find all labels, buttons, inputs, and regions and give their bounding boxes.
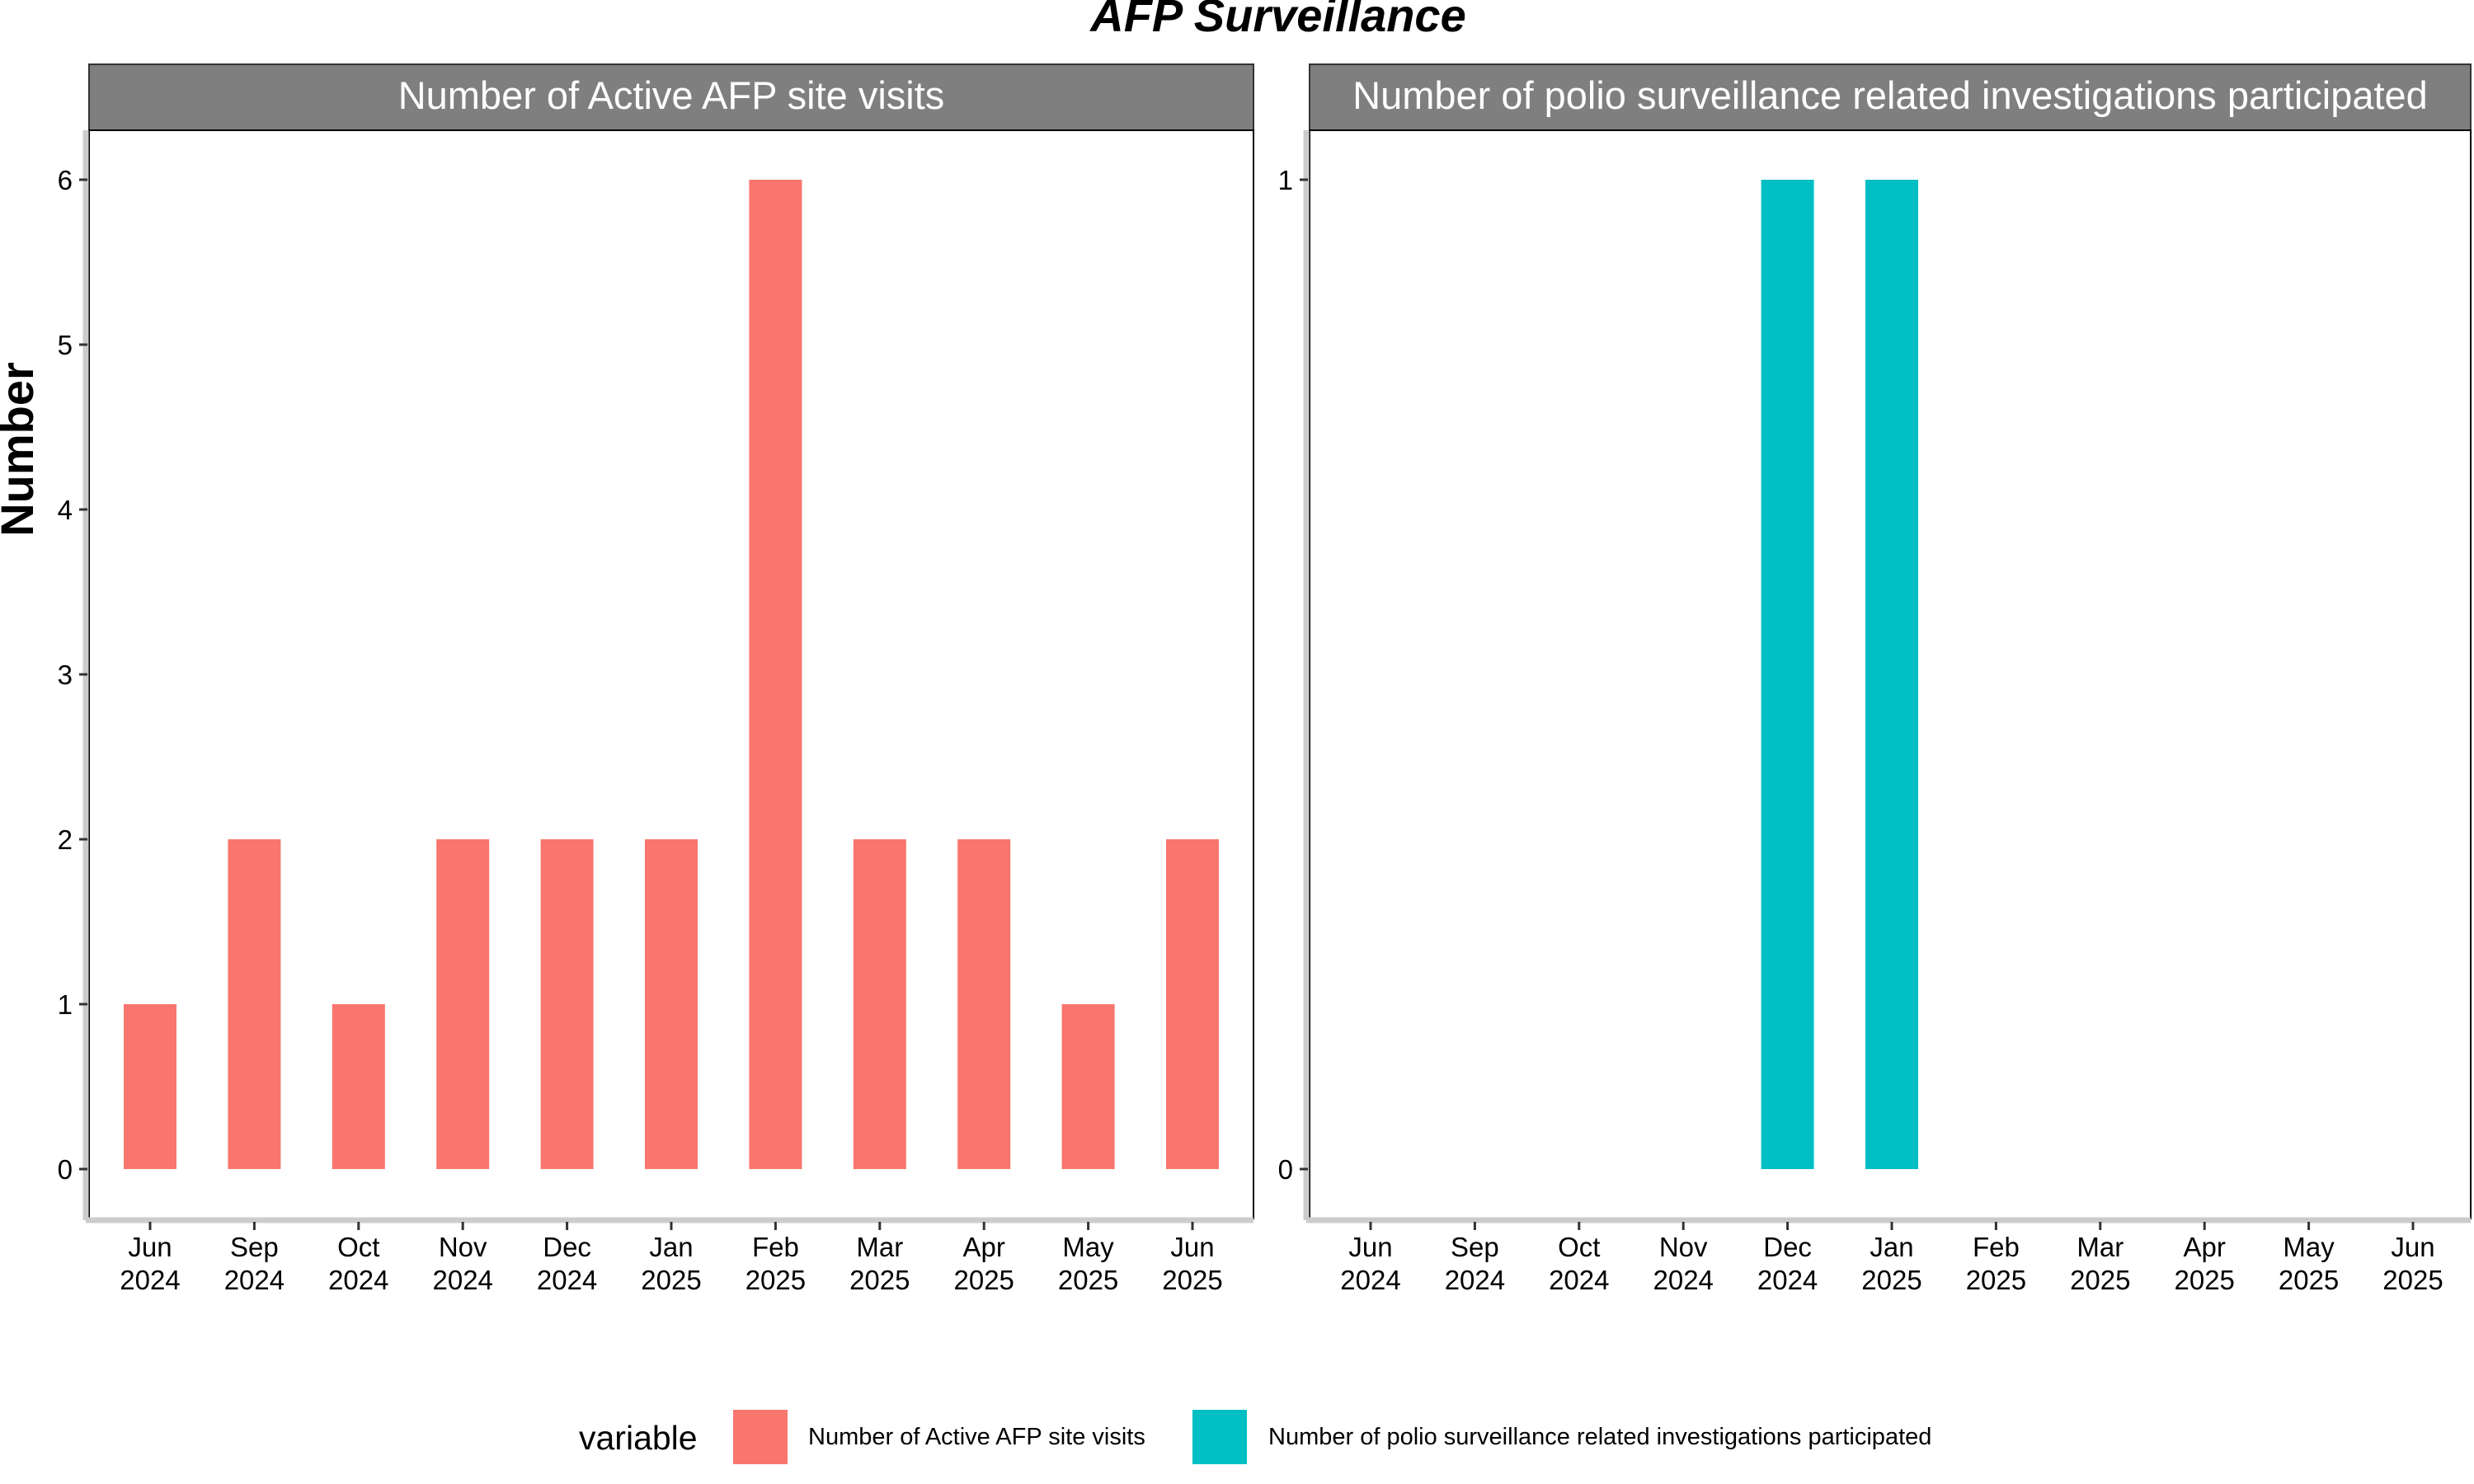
x-tick-label: Sep 2024 [224,1232,285,1295]
bar-1-1 [124,1004,176,1169]
x-tick-label: Oct 2024 [328,1232,388,1295]
legend-key-afp-visits [733,1410,788,1464]
x-tick-label: Feb 2025 [1966,1232,2026,1295]
x-tick-label: Sep 2024 [1445,1232,1505,1295]
facet-strip-background [1309,63,2472,131]
bar-2-5 [1761,180,1814,1169]
x-tick-label: Jun 2025 [2382,1232,2443,1295]
facet-panel-1: Number of Active AFP site visits 0 1 2 3 4 5 6 J… [58,63,1254,1295]
y-tick-label: 1 [58,989,73,1020]
facet-panels: Number of Active AFP site visits 0 1 2 3 4 5 6 J… [58,63,2472,1295]
legend-label-afp-visits: Number of Active AFP site visits [808,1424,1145,1450]
x-tick-label: May 2025 [1058,1232,1118,1295]
x-tick-label: Mar 2025 [2070,1232,2130,1295]
legend-key-polio-investigations [1192,1410,1247,1464]
bar-1-10 [1061,1004,1115,1169]
x-tick-label: Jun 2024 [120,1232,180,1295]
legend-label-polio-investigations: Number of polio surveillance related inv… [1268,1424,1931,1450]
legend-title: variable [579,1419,698,1457]
bar-1-8 [853,839,906,1169]
bar-1-6 [645,839,698,1169]
y-tick-label: 5 [58,330,73,360]
x-tick-label: Jun 2024 [1340,1232,1400,1295]
y-tick-label: 6 [58,165,73,195]
bar-1-3 [332,1004,385,1169]
bar-1-7 [749,180,802,1169]
x-tick-label: Apr 2025 [953,1232,1014,1295]
chart-title: AFP Surveillance [1089,0,1465,41]
x-tick-label: Nov 2024 [432,1232,492,1295]
legend: variable Number of Active AFP site visit… [579,1410,1931,1464]
bar-1-5 [540,839,594,1169]
y-tick-label: 3 [58,660,73,690]
bar-1-9 [957,839,1011,1169]
facet-strip-label: Number of Active AFP site visits [398,73,945,117]
x-tick-label: May 2025 [2279,1232,2339,1295]
y-tick-label: 4 [58,495,73,525]
x-tick-label: Jan 2025 [641,1232,701,1295]
facet-strip-background [88,63,1254,131]
x-tick-label: Dec 2024 [1757,1232,1818,1295]
y-tick-label: 0 [1278,1154,1293,1185]
x-tick-label: Nov 2024 [1653,1232,1713,1295]
bar-2-6 [1865,180,1918,1169]
x-tick-label: Jan 2025 [1861,1232,1921,1295]
bar-1-2 [228,839,281,1169]
y-tick-label: 1 [1278,165,1293,195]
facet-panel-2: Number of polio surveillance related inv… [1278,63,2472,1295]
facet-strip-label: Number of polio surveillance related inv… [1352,73,2428,117]
x-tick-label: Feb 2025 [745,1232,806,1295]
x-tick-label: Oct 2024 [1549,1232,1609,1295]
y-axis-label: Number [0,362,43,537]
x-tick-label: Dec 2024 [537,1232,597,1295]
x-tick-label: Mar 2025 [849,1232,910,1295]
x-tick-label: Apr 2025 [2174,1232,2234,1295]
y-tick-label: 2 [58,824,73,855]
bar-1-11 [1166,839,1219,1169]
bar-1-4 [436,839,490,1169]
x-tick-label: Jun 2025 [1162,1232,1222,1295]
y-tick-label: 0 [58,1154,73,1185]
